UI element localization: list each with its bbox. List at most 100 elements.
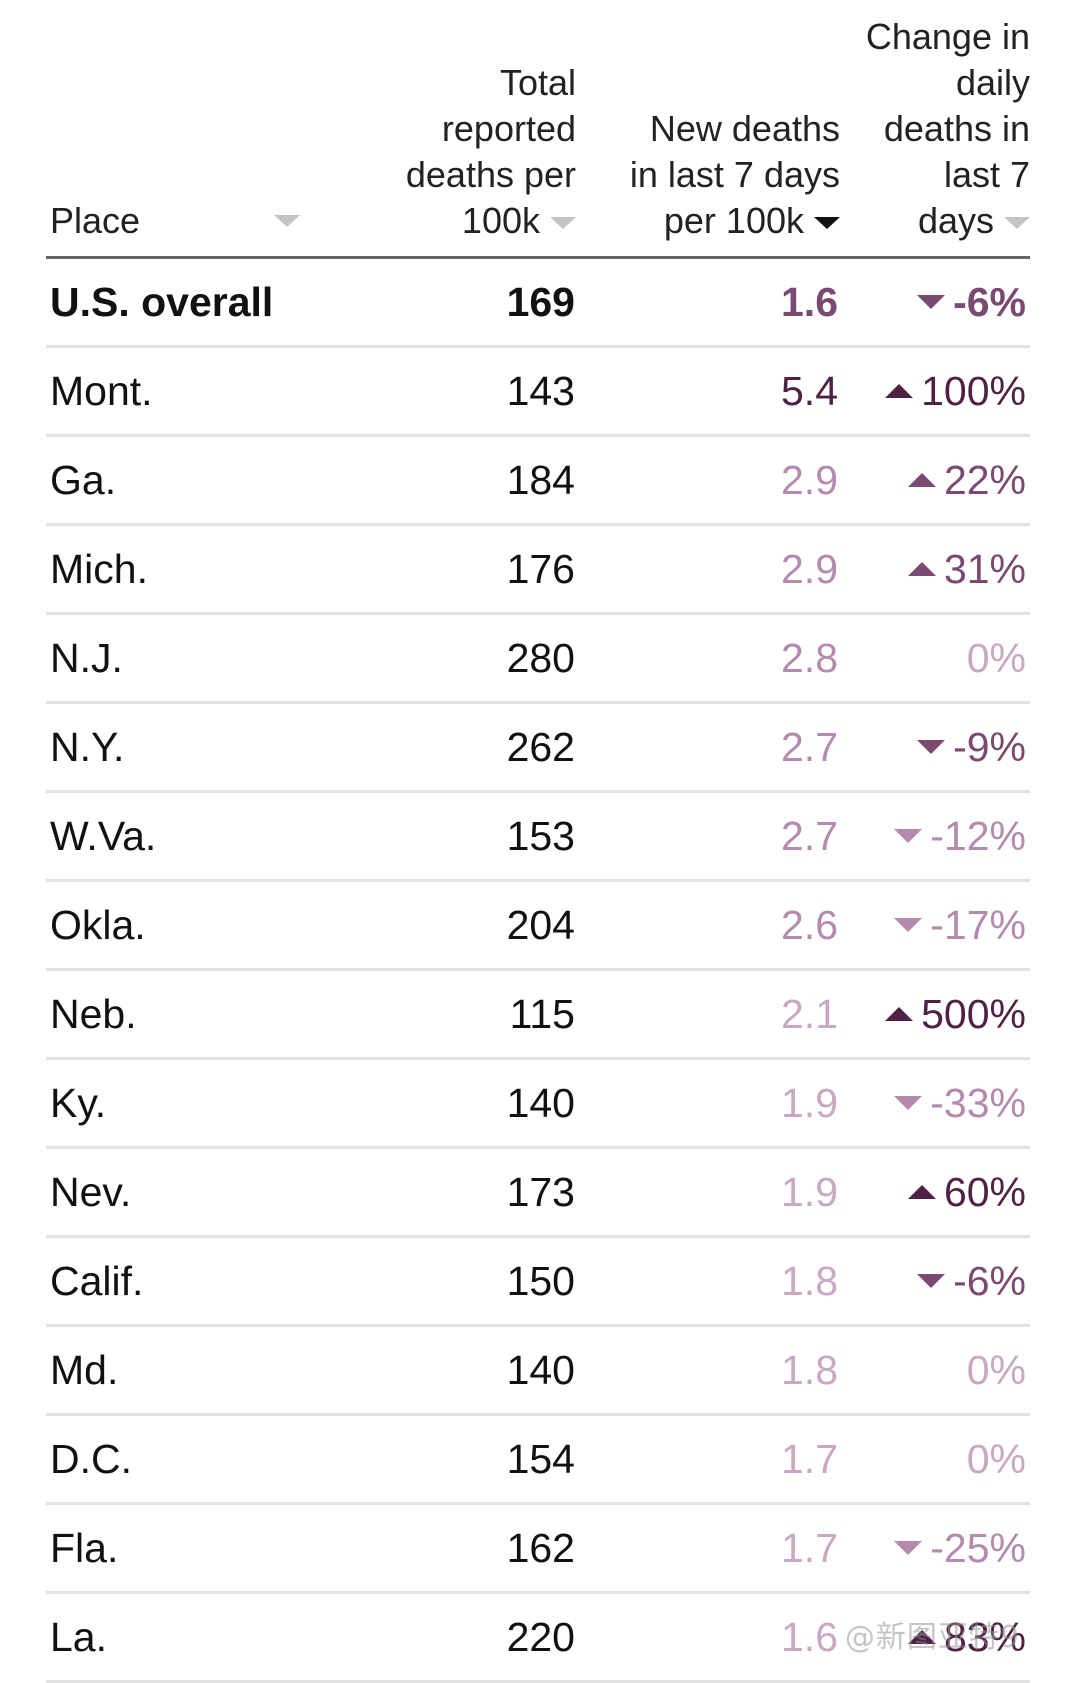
cell-new-deaths: 2.7 — [781, 724, 838, 770]
cell-new-deaths: 2.8 — [781, 635, 838, 681]
cell-place-value: Fla. — [50, 1525, 119, 1571]
cell-new-deaths-value: 2.6 — [781, 902, 838, 948]
triangle-down-icon — [894, 1096, 923, 1111]
cell-change: 22% — [907, 457, 1026, 503]
column-header-label: Total reported deaths per 100k — [405, 62, 576, 241]
cell-change: -25% — [894, 1525, 1026, 1571]
column-header-change[interactable]: Change in daily deaths in last 7 days — [830, 14, 1030, 244]
cell-new-deaths-value: 1.8 — [781, 1347, 838, 1393]
cell-place-value: N.J. — [50, 635, 123, 681]
cell-change: 83% — [907, 1614, 1026, 1660]
cell-total-deaths-value: 262 — [506, 724, 575, 770]
cell-change: 0% — [967, 1436, 1026, 1482]
cell-place-value: W.Va. — [50, 813, 157, 859]
column-header-place[interactable]: Place — [50, 198, 300, 244]
column-header-label: New deaths in last 7 days per 100k — [629, 108, 840, 241]
cell-change: -9% — [917, 724, 1026, 770]
sort-arrow-icon[interactable] — [814, 217, 840, 230]
cell-change-value: 100% — [921, 368, 1026, 414]
cell-new-deaths-value: 2.7 — [781, 724, 838, 770]
cell-total-deaths: 176 — [507, 546, 575, 592]
cell-place: N.Y. — [50, 724, 124, 770]
cell-place: Mont. — [50, 368, 153, 414]
cell-total-deaths: 143 — [507, 368, 575, 414]
table-row: Fla. 162 1.7 -25% — [46, 1505, 1030, 1594]
cell-total-deaths-value: 280 — [506, 635, 575, 681]
cell-place: Mich. — [50, 546, 148, 592]
cell-total-deaths: 150 — [507, 1258, 575, 1304]
cell-place: Fla. — [50, 1525, 118, 1571]
cell-total-deaths: 220 — [507, 1614, 575, 1660]
sort-arrow-icon[interactable] — [274, 215, 300, 227]
cell-change-value: 83% — [943, 1614, 1026, 1660]
cell-change: 31% — [907, 546, 1026, 592]
cell-change: -6% — [917, 1258, 1026, 1304]
table-row: W.Va. 153 2.7 -12% — [46, 793, 1030, 882]
cell-change: 0% — [967, 1347, 1026, 1393]
cell-new-deaths: 1.9 — [781, 1080, 838, 1126]
cell-total-deaths: 184 — [507, 457, 575, 503]
cell-place: Ga. — [50, 457, 116, 503]
triangle-down-icon — [894, 918, 923, 933]
cell-total-deaths-value: 140 — [506, 1347, 575, 1393]
cell-place-value: Md. — [50, 1347, 119, 1393]
table-header: Place Total reported deaths per 100k New… — [46, 0, 1030, 259]
cell-place-value: Mont. — [50, 368, 153, 414]
cell-total-deaths: 115 — [510, 991, 575, 1037]
sort-arrow-icon[interactable] — [550, 217, 576, 230]
cell-new-deaths: 2.7 — [781, 813, 838, 859]
cell-place-value: Ky. — [50, 1080, 107, 1126]
triangle-down-icon — [917, 740, 946, 755]
column-header-new-deaths[interactable]: New deaths in last 7 days per 100k — [580, 106, 840, 244]
column-header-total-deaths[interactable]: Total reported deaths per 100k — [316, 60, 576, 244]
cell-place-value: Neb. — [50, 991, 137, 1037]
cell-change: 60% — [907, 1169, 1026, 1215]
cell-total-deaths: 280 — [507, 635, 575, 681]
cell-total-deaths: 140 — [507, 1080, 575, 1126]
cell-place-value: Nev. — [50, 1169, 132, 1215]
cell-change-value: 0% — [966, 1436, 1026, 1482]
cell-total-deaths-value: 143 — [506, 368, 575, 414]
cell-change-value: 60% — [943, 1169, 1026, 1215]
cell-new-deaths-value: 1.7 — [781, 1525, 838, 1571]
cell-new-deaths: 1.7 — [781, 1436, 838, 1482]
table-row: D.C. 154 1.7 0% — [46, 1416, 1030, 1505]
cell-place-value: Mich. — [50, 546, 148, 592]
cell-total-deaths: 154 — [507, 1436, 575, 1482]
table-row: Mich. 176 2.9 31% — [46, 526, 1030, 615]
table-row: U.S. overall 169 1.6 -6% — [46, 259, 1030, 348]
cell-change-value: 31% — [943, 546, 1026, 592]
cell-new-deaths-value: 2.9 — [781, 457, 838, 503]
cell-new-deaths-value: 2.8 — [781, 635, 838, 681]
table-row: Nev. 173 1.9 60% — [46, 1149, 1030, 1238]
sort-arrow-icon[interactable] — [1004, 217, 1030, 230]
cell-place: D.C. — [50, 1436, 132, 1482]
cell-total-deaths-value: 204 — [506, 902, 575, 948]
cell-place-value: Ga. — [50, 457, 117, 503]
triangle-down-icon — [917, 1274, 946, 1289]
table-body: U.S. overall 169 1.6 -6% Mont. 143 5.4 100% Ga. 1… — [46, 259, 1030, 1683]
cell-change-value: -17% — [930, 902, 1026, 948]
triangle-up-icon — [907, 1630, 936, 1645]
cell-change: -33% — [894, 1080, 1026, 1126]
cell-place-value: N.Y. — [50, 724, 125, 770]
cell-change: 500% — [885, 991, 1026, 1037]
cell-new-deaths-value: 1.6 — [781, 1614, 838, 1660]
cell-place: Calif. — [50, 1258, 143, 1304]
cell-change-value: -33% — [930, 1080, 1026, 1126]
triangle-up-icon — [907, 562, 936, 577]
cell-new-deaths-value: 1.8 — [781, 1258, 838, 1304]
cell-total-deaths: 262 — [507, 724, 575, 770]
triangle-down-icon — [917, 295, 946, 310]
triangle-up-icon — [907, 473, 936, 488]
cell-place: Neb. — [50, 991, 137, 1037]
cell-new-deaths-value: 2.1 — [781, 991, 838, 1037]
table-row: Md. 140 1.8 0% — [46, 1327, 1030, 1416]
cell-change-value: -6% — [953, 279, 1026, 325]
cell-change: 0% — [967, 635, 1026, 681]
cell-change-value: -6% — [953, 1258, 1026, 1304]
table-row: Ga. 184 2.9 22% — [46, 437, 1030, 526]
cell-change-value: -9% — [953, 724, 1026, 770]
cell-total-deaths-value: 220 — [506, 1614, 575, 1660]
cell-change-value: 22% — [943, 457, 1026, 503]
